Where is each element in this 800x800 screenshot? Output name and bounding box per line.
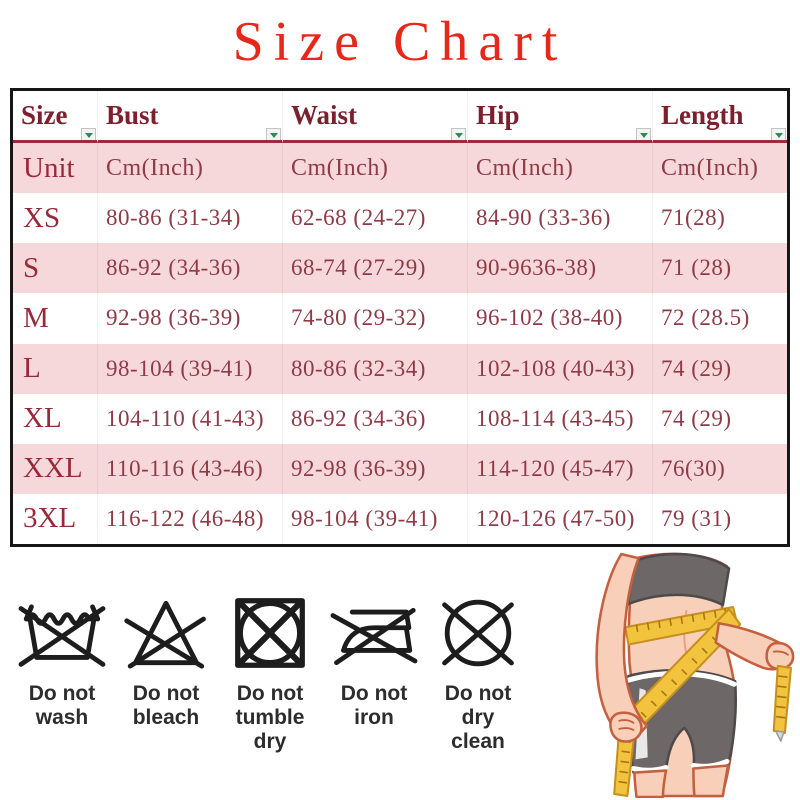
care-item: Do not dry clean (428, 592, 528, 754)
unit-waist: Cm(Inch) (283, 143, 468, 194)
row-xxl-size: XXL (13, 443, 98, 494)
row-s-size: S (13, 243, 98, 294)
row-xxl-length: 76(30) (653, 443, 787, 494)
care-symbols: Do not wash Do not bleach Do not tumble … (12, 592, 528, 754)
size-table: Size Bust Waist Hip Length Unit Cm(Inch)… (10, 88, 790, 547)
row-3xl-length: 79 (31) (661, 505, 732, 531)
row-m-bust: 92-98 (36-39) (98, 293, 283, 344)
care-label: Do not tumble dry (235, 682, 305, 754)
page-title: Size Chart (232, 11, 568, 73)
filter-dropdown-button[interactable] (451, 128, 466, 140)
row-l-size: L (13, 343, 98, 394)
row-s-hip: 90-9636-38) (468, 243, 653, 294)
do-not-bleach-icon (124, 600, 206, 669)
row-s-bust: 86-92 (34-36) (98, 243, 283, 294)
row-l-bust: 98-104 (39-41) (98, 343, 283, 394)
row-3xl-size: 3XL (13, 493, 98, 544)
care-item: Do not tumble dry (220, 592, 320, 754)
filter-arrow-icon (639, 132, 648, 138)
row-l-hip: 102-108 (40-43) (468, 343, 653, 394)
care-item: Do not iron (324, 592, 424, 754)
filter-arrow-icon (774, 132, 783, 138)
care-item: Do not bleach (116, 592, 216, 754)
do-not-tumble-dry-icon (235, 598, 305, 668)
filter-arrow-icon (269, 132, 278, 138)
filter-arrow-icon (84, 132, 93, 138)
column-header-size: Size (13, 91, 98, 143)
do-not-dry-clean-icon (442, 599, 514, 667)
row-3xl-waist: 98-104 (39-41) (283, 493, 468, 544)
row-s-waist: 68-74 (27-29) (283, 243, 468, 294)
do-not-wash-icon (18, 604, 106, 667)
row-l-length: 74 (29) (653, 343, 787, 394)
row-m-length: 72 (28.5) (661, 305, 750, 331)
row-xs-waist: 62-68 (24-27) (283, 193, 468, 244)
row-xxl-hip: 114-120 (45-47) (468, 443, 653, 494)
row-3xl-hip: 120-126 (47-50) (468, 493, 653, 544)
row-xl-size: XL (13, 393, 98, 444)
row-xs-bust: 80-86 (31-34) (98, 193, 283, 244)
unit-bust: Cm(Inch) (98, 143, 283, 194)
row-xl-bust: 104-110 (41-43) (98, 393, 283, 444)
unit-hip: Cm(Inch) (468, 143, 653, 194)
row-xs-size: XS (13, 193, 98, 244)
column-header-hip: Hip (468, 91, 653, 143)
care-item: Do not wash (12, 592, 112, 754)
do-not-iron-icon (330, 607, 418, 666)
filter-dropdown-button[interactable] (266, 128, 281, 140)
care-label: Do not dry clean (444, 682, 512, 754)
row-xl-hip: 108-114 (43-45) (468, 393, 653, 444)
row-xxl-bust: 110-116 (43-46) (98, 443, 283, 494)
column-header-waist: Waist (283, 91, 468, 143)
row-xl-waist: 86-92 (34-36) (283, 393, 468, 444)
care-label: Do not iron (340, 682, 408, 730)
column-header-length: Length (653, 91, 787, 143)
row-m-hip: 96-102 (38-40) (468, 293, 653, 344)
filter-dropdown-button[interactable] (771, 128, 786, 140)
care-label: Do not wash (28, 682, 96, 730)
row-xl-length: 74 (29) (661, 405, 732, 431)
row-xs-hip: 84-90 (33-36) (468, 193, 653, 244)
row-l-waist: 80-86 (32-34) (283, 343, 468, 394)
filter-dropdown-button[interactable] (636, 128, 651, 140)
row-xxl-waist: 92-98 (36-39) (283, 443, 468, 494)
unit-row-label: Unit (13, 143, 98, 194)
row-m-waist: 74-80 (29-32) (283, 293, 468, 344)
row-3xl-bust: 116-122 (46-48) (98, 493, 283, 544)
woman-measuring-waist-illustration (595, 552, 795, 798)
row-s-length: 71 (28) (653, 243, 787, 294)
filter-dropdown-button[interactable] (81, 128, 96, 140)
row-m-size: M (13, 293, 98, 344)
row-xs-length: 71(28) (661, 205, 726, 231)
unit-length: Cm(Inch) (653, 143, 787, 194)
filter-arrow-icon (454, 132, 463, 138)
column-header-bust: Bust (98, 91, 283, 143)
care-label: Do not bleach (132, 682, 200, 730)
